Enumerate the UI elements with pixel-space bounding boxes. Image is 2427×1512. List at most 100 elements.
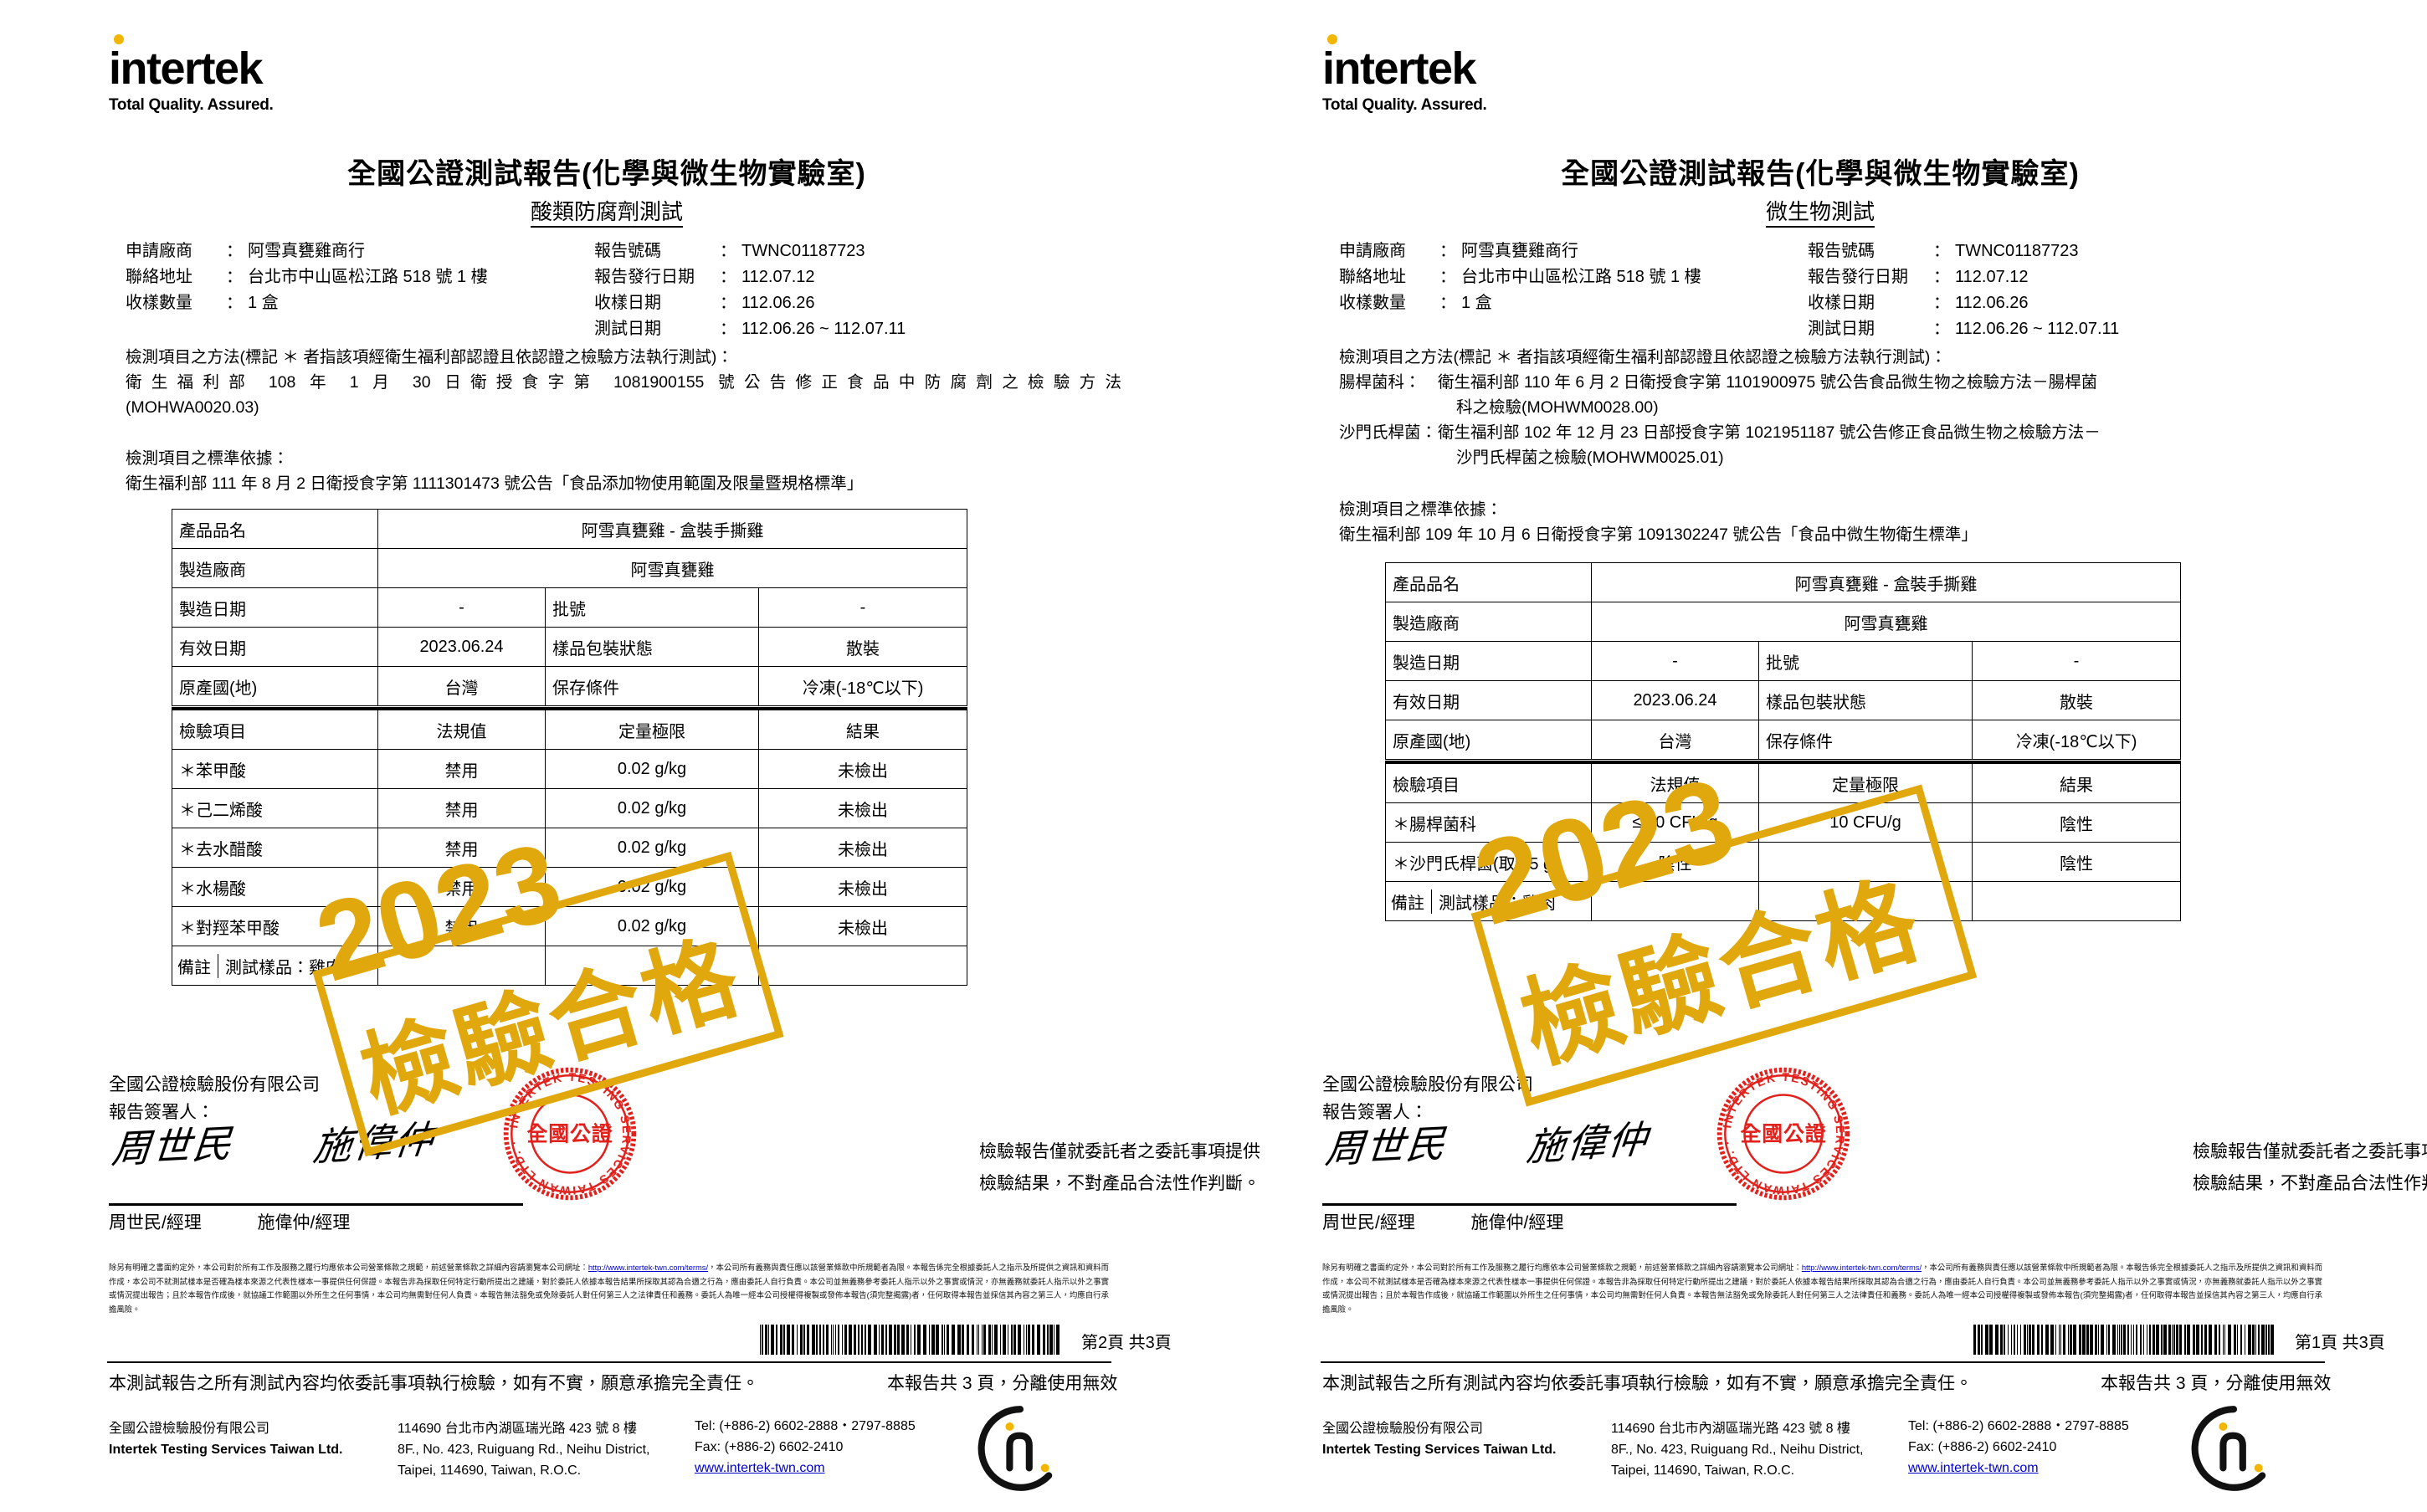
meta-label: 報告號碼 <box>1808 242 1875 260</box>
signer-names: 周世民/經理 施偉仲/經理 <box>1322 1209 1858 1237</box>
table-row: ＊對羥苯甲酸 禁用 0.02 g/kg 未檢出 <box>172 906 967 946</box>
page-subtitle: 微生物測試 <box>1214 195 2427 228</box>
meta-colon: ： <box>1933 320 1950 338</box>
cell-label: 製造廠商 <box>1385 602 1592 642</box>
meta-label: 收樣數量 <box>126 294 192 312</box>
terms-link[interactable]: http://www.intertek-twn.com/terms/ <box>1801 1263 1922 1272</box>
cell-result: 未檢出 <box>758 906 967 946</box>
footer-website-link[interactable]: www.intertek-twn.com <box>695 1461 825 1475</box>
footer-address-en-1: 8F., No. 423, Ruiguang Rd., Neihu Distri… <box>398 1443 650 1457</box>
footer-website-link[interactable]: www.intertek-twn.com <box>1908 1461 2039 1475</box>
method-line: 衛生福利部 108 年 1 月 30 日衛授食字第 1081900155 號公告… <box>126 373 1121 392</box>
standard-heading: 檢測項目之標準依據： <box>126 449 290 468</box>
meta-row: 收樣數量 ： 1 盒 收樣日期 ： 112.06.26 <box>1339 290 2327 316</box>
cell-value: 散裝 <box>757 627 968 667</box>
meta-label: 收樣數量 <box>1339 294 1406 312</box>
cell-legal-limit: 禁用 <box>377 749 546 789</box>
meta-colon: ： <box>226 242 243 260</box>
report-page-left: intertek Total Quality. Assured. 全國公證測試報… <box>0 34 1260 1491</box>
meta-field-receive_date: 收樣日期 ： 112.06.26 <box>594 290 1113 316</box>
method-entry-line: 科之檢驗(MOHWM0028.00) <box>1456 398 1659 417</box>
cell-value: - <box>1591 641 1759 681</box>
signature-block: 全國公證檢驗股份有限公司 報告簽署人： 周世民 施偉仲 周世民/經理 施偉仲/經… <box>109 1071 644 1237</box>
remark-cell: 備註 測試樣品：雞肉 <box>1385 881 1592 921</box>
cell-label: 製造日期 <box>1385 641 1592 681</box>
remark-spacer <box>1758 881 1973 921</box>
meta-field-issue_date: 報告發行日期 ： 112.07.12 <box>594 264 1113 290</box>
meta-value: 阿雪真甕雞商行 <box>248 242 365 260</box>
footer-fax: Fax: (+886-2) 6602-2410 <box>695 1440 844 1454</box>
meta-row: 聯絡地址 ： 台北市中山區松江路 518 號 1 樓 報告發行日期 ： 112.… <box>1339 264 2327 290</box>
table-row: 有效日期 2023.06.24 樣品包裝狀態 散裝 <box>1385 680 2182 720</box>
standard-line: 衛生福利部 109 年 10 月 6 日衛授食字第 1091302247 號公告… <box>1339 525 1978 544</box>
meta-field-test_date: 測試日期 ： 112.06.26 ~ 112.07.11 <box>1808 316 2327 342</box>
footer-company-zh: 全國公證檢驗股份有限公司 <box>109 1422 270 1436</box>
page-indicator: 第2頁 共3頁 <box>1081 1334 1172 1352</box>
terms-link[interactable]: http://www.intertek-twn.com/terms/ <box>588 1263 709 1272</box>
method-entry-cont: 科之檢驗(MOHWM0028.00) <box>1339 395 2335 420</box>
report-page-right: intertek Total Quality. Assured. 全國公證測試報… <box>1214 0 2427 1512</box>
signature-note: 檢驗報告僅就委託者之委託事項提供 檢驗結果，不對產品合法性作判斷。 <box>979 1136 1381 1200</box>
column-header: 定量極限 <box>1758 761 1973 803</box>
meta-row: 聯絡地址 ： 台北市中山區松江路 518 號 1 樓 報告發行日期 ： 112.… <box>126 264 1113 290</box>
cell-value: - <box>757 587 968 628</box>
meta-label: 申請廠商 <box>126 242 192 260</box>
cell-label: 產品品名 <box>172 509 378 549</box>
meta-label: 聯絡地址 <box>1339 268 1406 286</box>
legal-fineprint: 除另有明確之書面約定外，本公司對於所有工作及服務之履行均應依本公司營業條款之規範… <box>1322 1263 2322 1314</box>
company-seal-icon: INTERTEK TESTING SERVICES TAIWAN LTD. · … <box>1714 1064 1853 1203</box>
meta-field-applicant: 申請廠商 ： 阿雪真甕雞商行 <box>1339 238 1808 264</box>
meta-value: 台北市中山區松江路 518 號 1 樓 <box>1461 268 1701 286</box>
table-row: 產品品名 阿雪真甕雞 - 盒裝手撕雞 <box>1385 562 2182 602</box>
method-section: 檢測項目之方法(標記 ＊ 者指該項經衛生福利部認證且依認證之檢驗方法執行測試)：… <box>126 345 1121 420</box>
meta-label: 報告發行日期 <box>1808 268 1908 286</box>
company-seal-icon: INTERTEK TESTING SERVICES TAIWAN LTD. · … <box>500 1064 639 1203</box>
method-entry: 腸桿菌科： 衛生福利部 110 年 6 月 2 日衛授食字第 110190097… <box>1339 370 2335 395</box>
svg-text:全國公證: 全國公證 <box>527 1121 613 1146</box>
signature-note: 檢驗報告僅就委託者之委託事項提供 檢驗結果，不對產品合法性作判斷。 <box>2193 1136 2427 1200</box>
cell-legal-limit: ≤ 10 CFU/g <box>1591 802 1759 843</box>
meta-value: 112.06.26 ~ 112.07.11 <box>741 320 906 338</box>
meta-field-test_date: 測試日期 ： 112.06.26 ~ 112.07.11 <box>594 316 1113 342</box>
cell-value: 阿雪真甕雞 - 盒裝手撕雞 <box>377 509 968 549</box>
issuer-company: 全國公證檢驗股份有限公司 <box>109 1075 320 1094</box>
page-title: 全國公證測試報告(化學與微生物實驗室) <box>347 158 866 190</box>
cell-value: 散裝 <box>1971 680 2182 720</box>
footer-company-en: Intertek Testing Services Taiwan Ltd. <box>109 1443 343 1457</box>
cell-value: - <box>377 587 546 628</box>
remark-cell: 備註 測試樣品：雞肉 <box>172 946 378 986</box>
meta-field-address: 聯絡地址 ： 台北市中山區松江路 518 號 1 樓 <box>126 264 594 290</box>
meta-row: 收樣數量 ： 1 盒 收樣日期 ： 112.06.26 <box>126 290 1113 316</box>
table-row: 製造日期 - 批號 - <box>172 587 968 628</box>
standard-section: 檢測項目之標準依據： 衛生福利部 111 年 8 月 2 日衛授食字第 1111… <box>126 446 1121 496</box>
cell-label: 有效日期 <box>172 627 378 667</box>
report-barcode <box>760 1325 1061 1355</box>
footer-company: 全國公證檢驗股份有限公司 Intertek Testing Services T… <box>1322 1418 1598 1460</box>
method-entry: 沙門氏桿菌： 衛生福利部 102 年 12 月 23 日部授食字第 102195… <box>1339 420 2335 445</box>
meta-colon: ： <box>1439 294 1456 312</box>
cell-value: 阿雪真甕雞 <box>377 548 968 588</box>
method-entry-line: 衛生福利部 102 年 12 月 23 日部授食字第 1021951187 號公… <box>1438 423 2101 442</box>
page-subtitle: 酸類防腐劑測試 <box>0 195 1214 228</box>
meta-field-applicant: 申請廠商 ： 阿雪真甕雞商行 <box>126 238 594 264</box>
meta-field-receive_date: 收樣日期 ： 112.06.26 <box>1808 290 2327 316</box>
cell-value: 冷凍(-18℃以下) <box>1971 720 2182 760</box>
method-entry-cont: 沙門氏桿菌之檢驗(MOHWM0025.01) <box>1339 445 2335 470</box>
footer-divider <box>1321 1361 2325 1363</box>
meta-field-sample_qty: 收樣數量 ： 1 盒 <box>1339 290 1808 316</box>
cell-test-item: ＊對羥苯甲酸 <box>172 906 378 946</box>
cell-value: 2023.06.24 <box>377 627 546 667</box>
signer-label: 報告簽署人： <box>109 1103 214 1122</box>
page-indicator: 第1頁 共3頁 <box>2295 1334 2385 1352</box>
meta-field-report_no: 報告號碼 ： TWNC01187723 <box>1808 238 2327 264</box>
cell-result: 未檢出 <box>758 867 967 907</box>
table-remark-row: 備註 測試樣品：雞肉 <box>1385 881 2181 921</box>
meta-label: 申請廠商 <box>1339 242 1406 260</box>
footer-address-en-2: Taipei, 114690, Taiwan, R.O.C. <box>1611 1463 1795 1478</box>
signer-name-1: 周世民/經理 <box>109 1213 202 1233</box>
brand-wordmark: intertek <box>1322 34 1487 91</box>
signer-name-2: 施偉仲/經理 <box>1470 1213 1564 1233</box>
intertek-logo: intertek Total Quality. Assured. <box>1322 34 1487 115</box>
column-header: 結果 <box>1972 761 2181 803</box>
cell-result: 未檢出 <box>758 749 967 789</box>
